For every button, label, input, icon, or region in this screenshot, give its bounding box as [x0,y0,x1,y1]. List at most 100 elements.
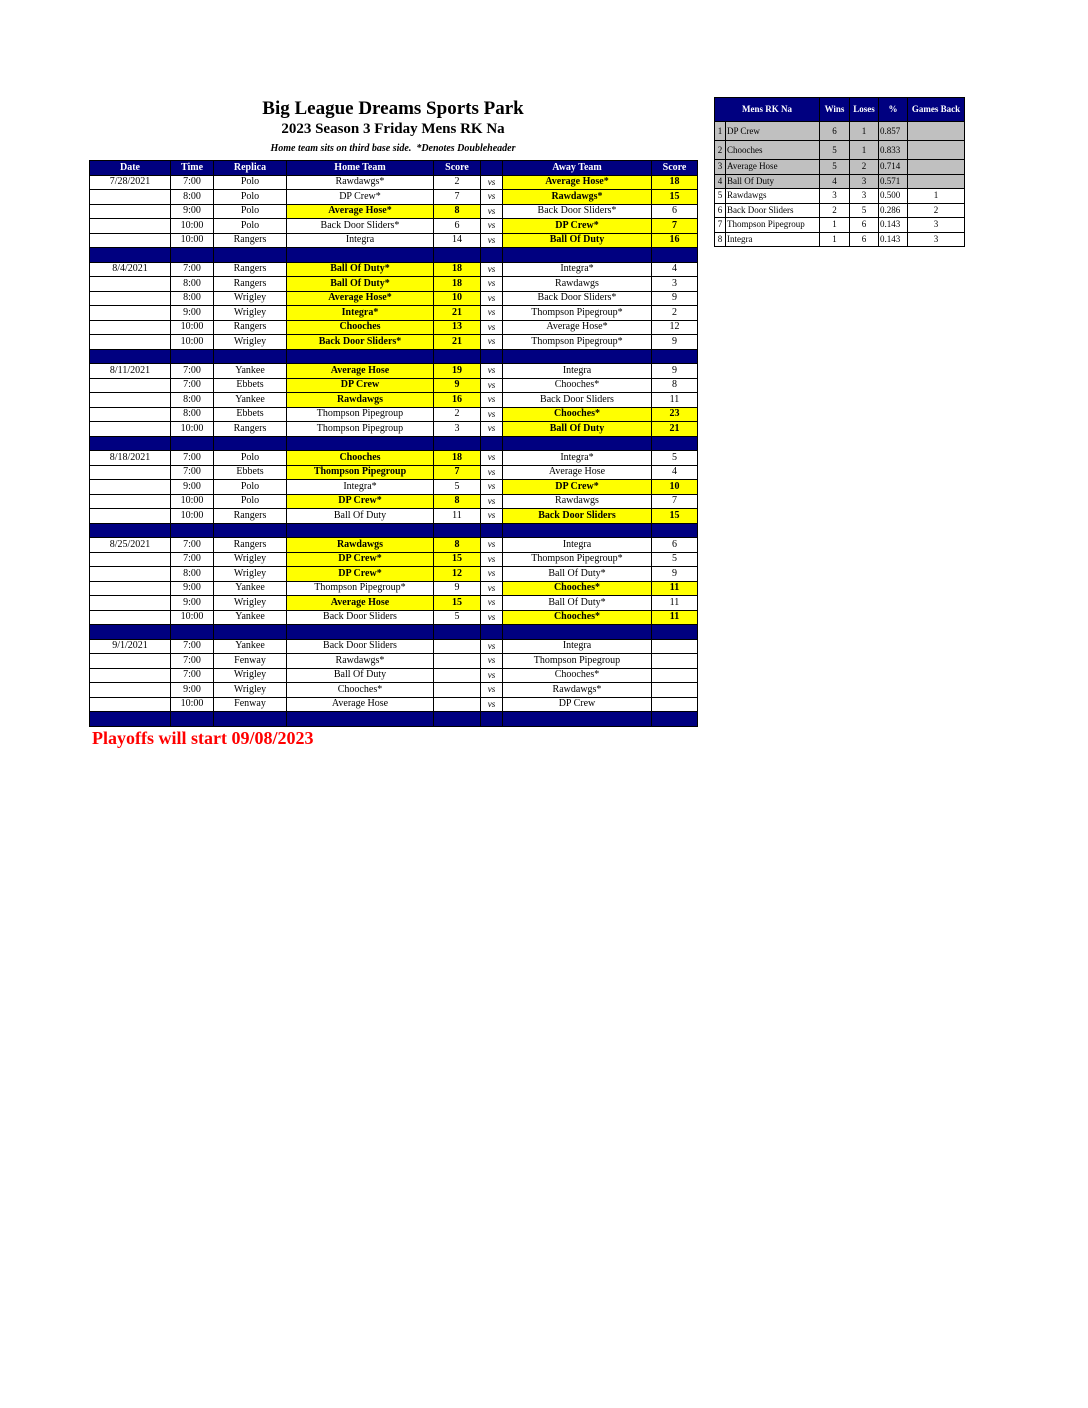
rank: 7 [714,217,726,233]
vs: vs [480,218,503,234]
wins: 3 [819,188,850,204]
rank: 3 [714,159,726,175]
separator-row [89,348,698,364]
home-team: Average Hose* [286,203,434,219]
date: 8/18/2021 [89,450,171,466]
vs: vs [480,290,503,306]
field: Wrigley [213,290,287,306]
header-row: Mens RK Na Wins Loses% Games Back [714,97,965,122]
field: Wrigley [213,551,287,567]
separator-row [89,624,698,640]
game-row: 10:00 Rangers Ball Of Duty 11 vs Back Door Sl… [89,508,698,524]
separator-cell [170,624,214,640]
away-score: 7 [651,493,698,509]
away-score [651,682,698,698]
home-score: 13 [433,319,481,335]
separator-cell [89,522,171,538]
home-team: Rawdawgs [286,537,434,553]
field: Wrigley [213,682,287,698]
separator-cell [651,522,698,538]
game-row: 10:00 Rangers Thompson Pipegroup 3 vs Ball Of… [89,421,698,437]
team: Back Door Sliders [725,202,820,218]
date [89,595,171,611]
home-score: 9 [433,580,481,596]
away-team: Thompson Pipegroup* [502,551,652,567]
wins: 2 [819,202,850,218]
home-score: 3 [433,421,481,437]
home-team: Back Door Sliders [286,609,434,625]
home-team: Rawdawgs* [286,174,434,190]
vs: vs [480,493,503,509]
home-score [433,682,481,698]
separator-cell [213,522,287,538]
separator-cell [433,348,481,364]
losses: 5 [849,202,879,218]
home-team: Chooches* [286,682,434,698]
home-score: 21 [433,305,481,321]
vs: vs [480,203,503,219]
separator-cell [286,435,434,451]
home-score: 7 [433,189,481,205]
home-score: 5 [433,479,481,495]
game-row: 8/11/2021 7:00 Yankee Average Hose 19 vs Integ… [89,363,698,379]
time: 7:00 [170,667,214,683]
away-score: 11 [651,595,698,611]
home-score: 15 [433,595,481,611]
home-team: Integra [286,232,434,248]
time: 9:00 [170,595,214,611]
vs: vs [480,479,503,495]
column-header: Score [651,160,698,176]
away-score: 12 [651,319,698,335]
standings-row: 1 DP Crew 6 1 0.857 [714,121,965,141]
time: 9:00 [170,682,214,698]
column-header: Score [433,160,481,176]
away-score: 9 [651,363,698,379]
away-score: 10 [651,479,698,495]
field: Rangers [213,261,287,277]
home-team: Average Hose [286,363,434,379]
home-team: Ball Of Duty* [286,276,434,292]
away-team: Chooches* [502,667,652,683]
wins: 5 [819,140,850,160]
away-score: 6 [651,537,698,553]
field: Yankee [213,392,287,408]
date [89,696,171,712]
away-team: Rawdawgs* [502,189,652,205]
field: Fenway [213,696,287,712]
separator-cell [170,435,214,451]
away-team: Integra [502,638,652,654]
away-team: Average Hose* [502,174,652,190]
separator-cell [170,348,214,364]
away-team: Average Hose [502,464,652,480]
game-row: 10:00 Wrigley Back Door Sliders* 21 vs Thomps… [89,334,698,350]
field: Rangers [213,537,287,553]
home-team: Thompson Pipegroup* [286,580,434,596]
date [89,508,171,524]
away-team: Back Door Sliders* [502,203,652,219]
time: 10:00 [170,696,214,712]
away-team: Integra* [502,261,652,277]
date: 9/1/2021 [89,638,171,654]
date [89,276,171,292]
separator-cell [433,711,481,727]
standings-row: 2 Chooches 5 1 0.833 [714,140,965,160]
away-score: 6 [651,203,698,219]
schedule-table: Date Time Replica Home Team Score Away Team Sc… [89,160,698,727]
date [89,493,171,509]
column-header: Loses [849,97,879,122]
away-score: 5 [651,551,698,567]
away-team: Integra* [502,450,652,466]
home-team: DP Crew* [286,566,434,582]
rank: 6 [714,202,726,218]
away-score: 11 [651,580,698,596]
away-team: Back Door Sliders* [502,290,652,306]
column-header: Games Back [907,97,965,122]
separator-cell [89,247,171,263]
standings-table: Mens RK Na Wins Loses% Games Back 1 DP Crew 6 1… [714,97,965,247]
footer: Playoffs will start 09/08/2023 [92,728,314,748]
away-team: Ball Of Duty [502,232,652,248]
away-team: Thompson Pipegroup* [502,334,652,350]
vs: vs [480,319,503,335]
away-team: DP Crew* [502,218,652,234]
separator-cell [502,711,652,727]
